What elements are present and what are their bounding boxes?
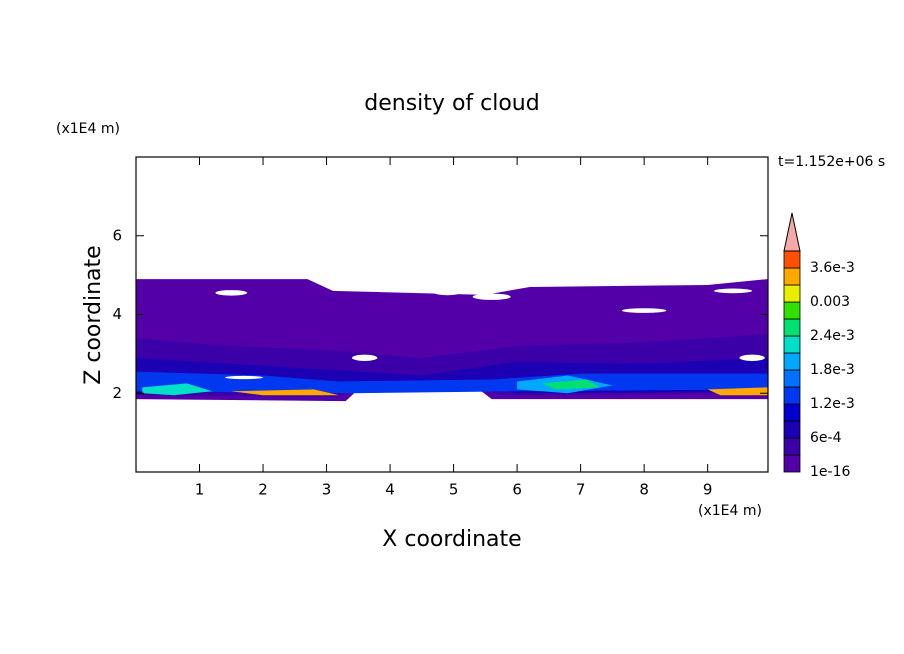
x-tick-label: 4	[385, 481, 395, 499]
y-axis-label: Z coordinate	[81, 245, 106, 384]
x-tick-label: 2	[258, 481, 268, 499]
cloud-gap	[215, 290, 248, 296]
colorbar-tick-label: 2.4e-3	[810, 328, 855, 344]
cloud-gap	[472, 293, 511, 300]
colorbar-tick-label: 1e-16	[810, 464, 850, 480]
colorbar-cell	[783, 335, 801, 354]
colorbar-cell	[783, 386, 801, 405]
colorbar-cell	[783, 284, 801, 303]
y-tick-label: 2	[112, 384, 122, 402]
colorbar-tick-label: 1.2e-3	[810, 396, 855, 412]
x-tick-label: 7	[576, 481, 586, 499]
cloud-gap	[434, 290, 460, 296]
cloud-gap	[224, 375, 264, 380]
x-axis-label: X coordinate	[382, 527, 521, 552]
cloud-gap	[714, 288, 753, 294]
x-tick-label: 1	[195, 481, 205, 499]
cloud-region	[542, 379, 600, 390]
cloud-gap	[739, 354, 765, 361]
x-tick-label: 3	[322, 481, 332, 499]
colorbar-cell	[783, 318, 801, 337]
cloud-region	[142, 383, 213, 396]
cloud-gap	[351, 354, 378, 361]
colorbar-cell	[783, 437, 801, 456]
annotation: t=1.152e+06 s	[778, 154, 885, 170]
colorbar-cell	[783, 454, 801, 473]
y-unit: (x1E4 m)	[56, 121, 120, 137]
cloud-region	[231, 389, 340, 396]
colorbar-tick-label: 1.8e-3	[810, 362, 855, 378]
x-tick-label: 9	[703, 481, 713, 499]
colorbar-extend	[783, 212, 801, 252]
colorbar-tick-label: 3.6e-3	[810, 260, 855, 276]
x-tick-label: 5	[449, 481, 459, 499]
colorbar-cell	[783, 267, 801, 286]
colorbar-tick-label: 0.003	[810, 294, 850, 310]
colorbar-cell	[783, 369, 801, 388]
colorbar-cell	[783, 301, 801, 320]
colorbar-cell	[783, 420, 801, 439]
cloud-region	[136, 371, 768, 394]
x-unit: (x1E4 m)	[698, 503, 762, 519]
chart-title: density of cloud	[364, 91, 539, 116]
cloud-gap	[621, 308, 667, 313]
cloud-region	[707, 387, 768, 396]
colorbar-cell	[783, 352, 801, 371]
colorbar-cell	[783, 403, 801, 422]
x-tick-label: 8	[639, 481, 649, 499]
y-tick-label: 6	[112, 226, 122, 244]
x-tick-label: 6	[512, 481, 522, 499]
contour-field	[136, 279, 768, 402]
colorbar-tick-label: 6e-4	[810, 430, 842, 446]
y-tick-label: 4	[112, 305, 122, 323]
colorbar-cell	[783, 250, 801, 269]
